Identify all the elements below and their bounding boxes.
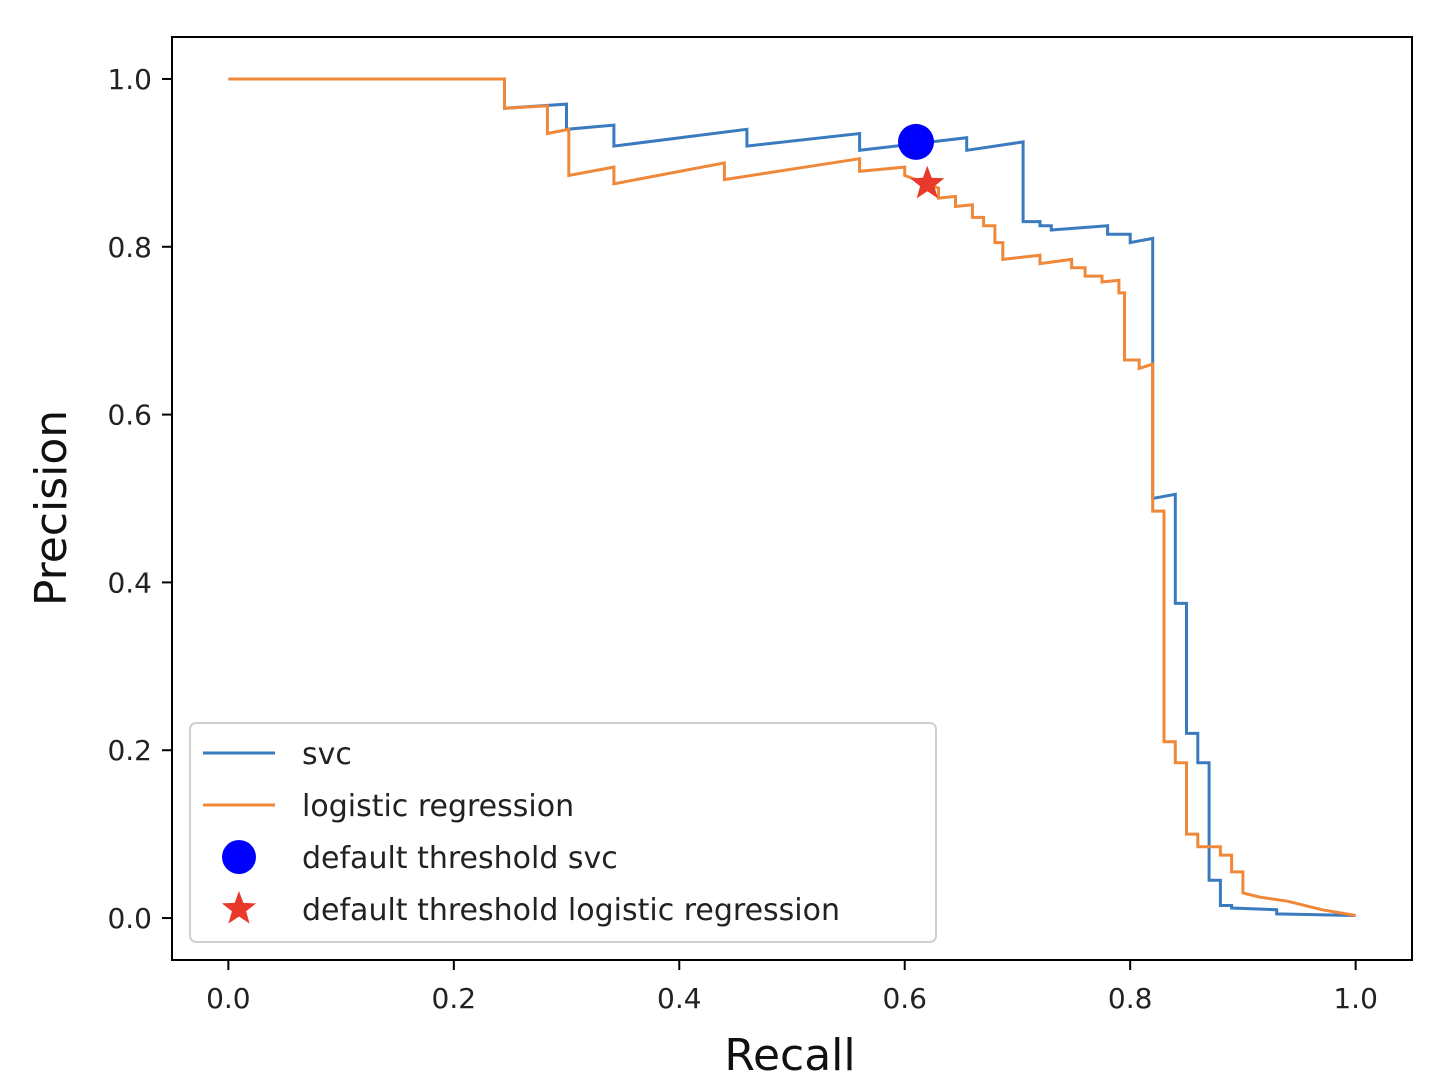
legend-label: default threshold logistic regression [302, 893, 840, 928]
x-tick-label: 0.4 [657, 982, 702, 1015]
legend-swatch-star [221, 891, 257, 924]
y-tick-label: 0.8 [107, 231, 152, 264]
x-axis-label: Recall [724, 1030, 855, 1074]
y-tick-label: 0.0 [107, 902, 152, 935]
legend-label: logistic regression [302, 789, 574, 824]
series-layer [228, 77, 1356, 917]
legend-swatch-circle [222, 840, 256, 874]
series-line-logistic-regression [228, 77, 1356, 917]
y-tick-label: 0.6 [107, 399, 152, 432]
series-line-svc [228, 77, 1356, 917]
x-tick-label: 1.0 [1333, 982, 1378, 1015]
plot-frame [171, 36, 1413, 961]
y-axis-label: Precision [26, 410, 77, 606]
x-tick-label: 0.8 [1108, 982, 1153, 1015]
legend-label: default threshold svc [302, 841, 618, 876]
legend-box [189, 722, 937, 943]
y-tick-label: 1.0 [107, 63, 152, 96]
marker-layer [898, 123, 945, 199]
marker-default-threshold-svc [898, 123, 934, 160]
y-tick-label: 0.2 [107, 734, 152, 767]
marker-default-threshold-logistic-regression [910, 165, 945, 199]
legend: svc logistic regression default threshold … [189, 722, 937, 943]
x-tick-label: 0.6 [882, 982, 927, 1015]
x-tick-label: 0.0 [206, 982, 251, 1015]
axes-layer: 0.0 0.2 0.4 0.6 0.8 1.0 0.0 0.2 0.4 0.6 0.8 1.0 [107, 36, 1413, 1015]
legend-label: svc [302, 737, 352, 772]
y-tick-label: 0.4 [107, 566, 152, 599]
x-tick-label: 0.2 [432, 982, 477, 1015]
